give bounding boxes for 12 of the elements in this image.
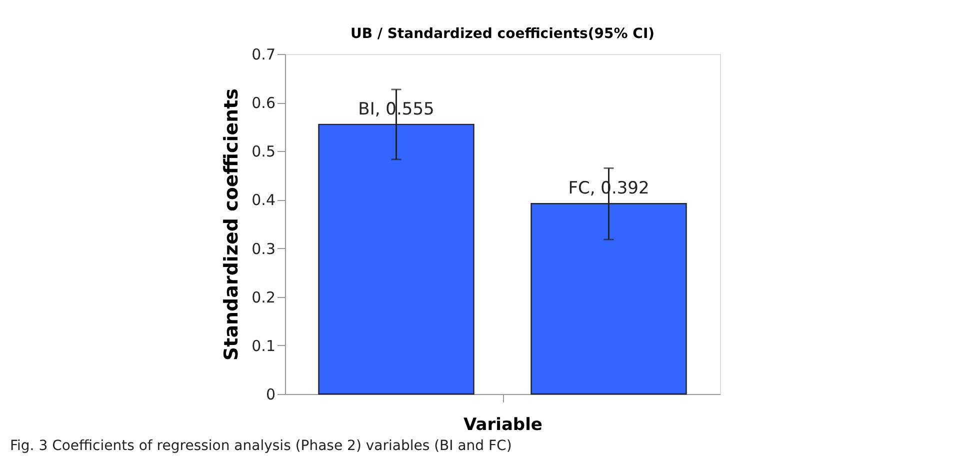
y-tick-label: 0.6 — [252, 94, 276, 112]
y-tick-label: 0.5 — [252, 142, 276, 161]
y-tick-label: 0.2 — [252, 288, 276, 306]
y-tick-label: 0.1 — [252, 336, 276, 355]
y-tick-label: 0 — [266, 386, 276, 404]
caption: Fig. 3 Coefficients of regression analysis (Phase 2) variables (BI and FC) — [10, 438, 512, 454]
y-axis-title: Standardized coefficients — [220, 88, 243, 361]
x-axis-title: Variable — [464, 415, 542, 435]
y-tick-label: 0.7 — [252, 46, 276, 64]
y-tick-label: 0.4 — [252, 191, 276, 210]
y-tick-label: 0.3 — [252, 240, 276, 258]
chart-title: UB / Standardized coefficients(95% CI) — [350, 26, 655, 42]
